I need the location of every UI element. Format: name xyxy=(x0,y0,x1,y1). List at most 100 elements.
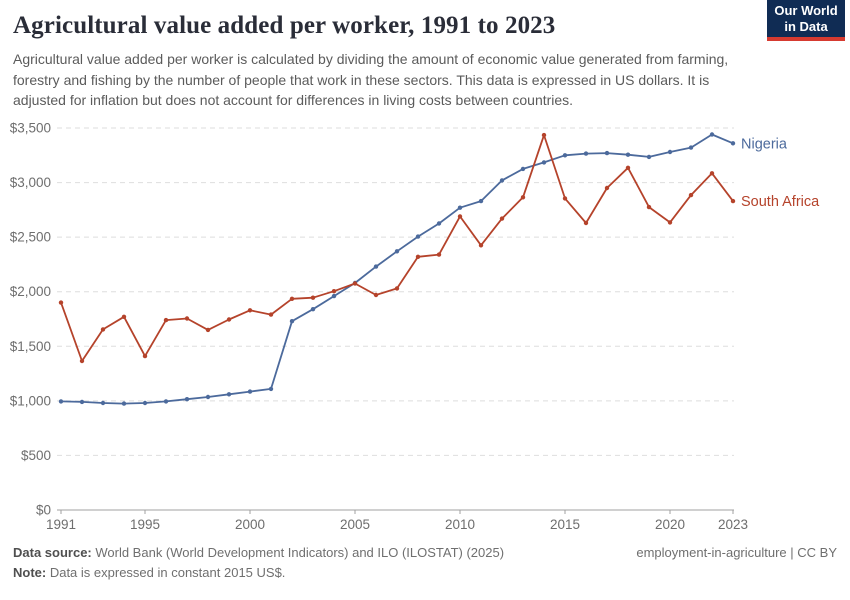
x-axis: 1991 1995 2000 2005 2010 2015 2020 2023 xyxy=(46,509,748,532)
y-tick-label: $1,000 xyxy=(10,393,51,408)
series-label-south-africa[interactable]: South Africa xyxy=(741,194,820,210)
data-point-south-africa[interactable] xyxy=(100,327,106,332)
data-point-nigeria[interactable] xyxy=(667,149,673,155)
data-point-nigeria[interactable] xyxy=(604,150,610,156)
y-tick-label: $0 xyxy=(36,503,51,518)
data-point-south-africa[interactable] xyxy=(205,327,211,333)
owid-logo-line1: Our World xyxy=(774,3,838,18)
owid-logo[interactable]: Our World in Data xyxy=(767,0,845,41)
data-point-nigeria[interactable] xyxy=(373,264,379,269)
data-point-nigeria[interactable] xyxy=(226,392,232,397)
data-point-nigeria[interactable] xyxy=(142,400,148,406)
data-point-south-africa[interactable] xyxy=(268,312,274,317)
data-point-south-africa[interactable] xyxy=(352,281,358,286)
note-label: Note: xyxy=(13,565,47,580)
data-point-south-africa[interactable] xyxy=(79,358,85,364)
series-line-south-africa[interactable] xyxy=(60,134,734,362)
data-point-nigeria[interactable] xyxy=(100,400,106,406)
x-tick-label: 2023 xyxy=(718,517,748,532)
data-point-nigeria[interactable] xyxy=(478,198,484,204)
data-point-south-africa[interactable] xyxy=(247,308,253,313)
data-point-nigeria[interactable] xyxy=(163,399,169,404)
data-point-south-africa[interactable] xyxy=(163,317,169,323)
data-point-south-africa[interactable] xyxy=(625,165,631,170)
series-nigeria[interactable]: Nigeria xyxy=(58,132,788,406)
data-point-south-africa[interactable] xyxy=(394,286,400,291)
data-point-south-africa[interactable] xyxy=(646,204,652,210)
data-point-nigeria[interactable] xyxy=(709,132,715,137)
data-point-nigeria[interactable] xyxy=(625,152,631,157)
data-point-nigeria[interactable] xyxy=(436,221,442,226)
data-point-nigeria[interactable] xyxy=(394,249,400,254)
data-point-nigeria[interactable] xyxy=(247,389,253,394)
data-point-nigeria[interactable] xyxy=(499,178,505,183)
x-tick-label: 1995 xyxy=(130,517,160,532)
data-point-south-africa[interactable] xyxy=(562,196,568,201)
data-point-nigeria[interactable] xyxy=(268,386,274,392)
data-point-south-africa[interactable] xyxy=(289,296,295,301)
y-tick-label: $500 xyxy=(21,448,51,463)
data-point-nigeria[interactable] xyxy=(688,145,694,150)
data-point-south-africa[interactable] xyxy=(604,185,610,191)
chart-subtitle: Agricultural value added per worker is c… xyxy=(13,51,729,109)
data-point-south-africa[interactable] xyxy=(688,192,694,198)
footer-left: Data source: World Bank (World Developme… xyxy=(13,543,504,583)
data-point-south-africa[interactable] xyxy=(184,316,190,321)
data-point-nigeria[interactable] xyxy=(562,153,568,158)
data-point-nigeria[interactable] xyxy=(184,397,190,402)
data-point-nigeria[interactable] xyxy=(541,160,547,165)
data-point-nigeria[interactable] xyxy=(310,307,316,312)
data-point-nigeria[interactable] xyxy=(289,319,295,324)
data-point-south-africa[interactable] xyxy=(499,216,505,221)
note-line: Note: Data is expressed in constant 2015… xyxy=(13,563,504,583)
data-point-south-africa[interactable] xyxy=(436,252,442,257)
data-source-label: Data source: xyxy=(13,545,92,560)
data-point-nigeria[interactable] xyxy=(415,234,421,239)
data-point-nigeria[interactable] xyxy=(520,166,526,172)
data-point-south-africa[interactable] xyxy=(583,220,589,226)
data-point-south-africa[interactable] xyxy=(58,300,64,305)
data-point-south-africa[interactable] xyxy=(709,171,715,176)
chart-title: Agricultural value added per worker, 199… xyxy=(13,12,556,39)
data-point-south-africa[interactable] xyxy=(541,132,547,138)
y-tick-label: $3,500 xyxy=(10,121,51,136)
data-point-nigeria[interactable] xyxy=(331,293,337,299)
series-label-nigeria[interactable]: Nigeria xyxy=(741,136,788,152)
series-south-africa[interactable]: South Africa xyxy=(58,132,820,364)
chart-svg[interactable]: $0 $500 $1,000 $1,500 $2,000 $2,500 $3,000 $3,5… xyxy=(0,108,850,553)
x-tick-label: 1991 xyxy=(46,517,76,532)
data-point-south-africa[interactable] xyxy=(457,214,463,219)
data-point-south-africa[interactable] xyxy=(667,220,673,225)
data-point-nigeria[interactable] xyxy=(730,141,736,146)
data-point-south-africa[interactable] xyxy=(310,295,316,300)
data-point-south-africa[interactable] xyxy=(730,198,736,204)
data-point-south-africa[interactable] xyxy=(478,243,484,248)
data-point-nigeria[interactable] xyxy=(79,399,85,405)
data-point-south-africa[interactable] xyxy=(373,292,379,298)
data-point-south-africa[interactable] xyxy=(520,195,526,200)
data-point-south-africa[interactable] xyxy=(226,317,232,322)
owid-logo-red-bar xyxy=(767,37,845,41)
data-point-south-africa[interactable] xyxy=(331,289,337,294)
data-point-nigeria[interactable] xyxy=(205,394,211,400)
data-point-south-africa[interactable] xyxy=(142,353,148,359)
data-point-nigeria[interactable] xyxy=(457,205,463,210)
data-point-nigeria[interactable] xyxy=(121,401,127,406)
footer-license-link[interactable]: employment-in-agriculture | CC BY xyxy=(636,545,837,560)
data-point-south-africa[interactable] xyxy=(415,254,421,259)
y-tick-label: $2,000 xyxy=(10,284,51,299)
x-tick-label: 2000 xyxy=(235,517,265,532)
data-point-south-africa[interactable] xyxy=(121,314,127,319)
data-point-nigeria[interactable] xyxy=(58,399,64,404)
x-tick-label: 2005 xyxy=(340,517,370,532)
chart-header: Agricultural value added per worker, 199… xyxy=(13,12,837,111)
owid-logo-text: Our World in Data xyxy=(767,0,845,37)
data-point-nigeria[interactable] xyxy=(646,154,652,160)
data-point-nigeria[interactable] xyxy=(583,151,589,156)
y-tick-label: $1,500 xyxy=(10,339,51,354)
line-chart-area[interactable]: $0 $500 $1,000 $1,500 $2,000 $2,500 $3,000 $3,5… xyxy=(0,108,850,553)
x-tick-label: 2015 xyxy=(550,517,580,532)
y-tick-label: $3,000 xyxy=(10,175,51,190)
y-axis-labels: $0 $500 $1,000 $1,500 $2,000 $2,500 $3,000 $3,5… xyxy=(10,121,51,518)
